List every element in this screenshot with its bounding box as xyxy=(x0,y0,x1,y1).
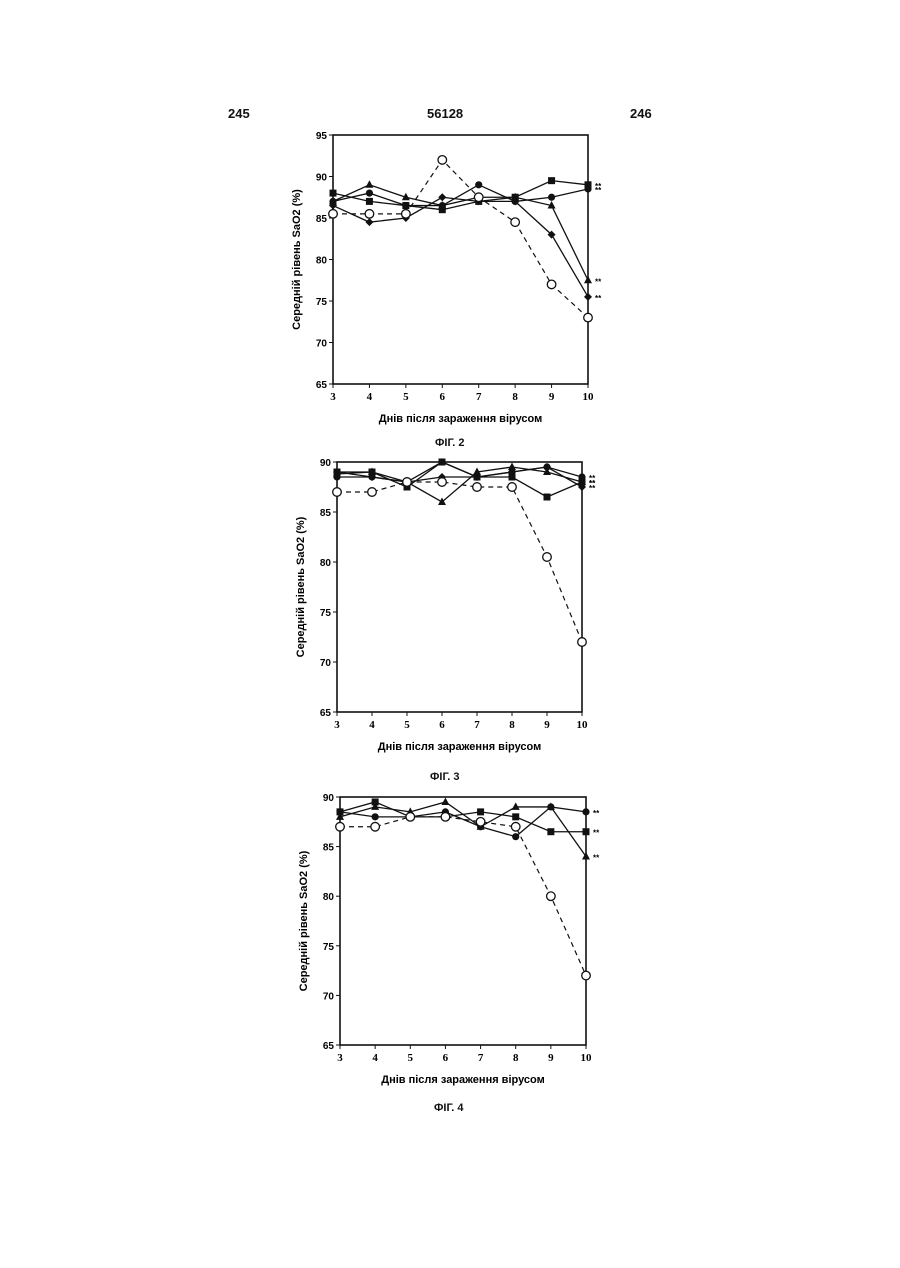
x-tick-label: 5 xyxy=(408,1052,414,1064)
x-tick-label: 7 xyxy=(478,1052,484,1064)
data-point xyxy=(477,808,484,815)
y-tick-label: 65 xyxy=(323,1041,335,1052)
significance-annotation: ** xyxy=(593,809,600,818)
significance-annotation: ** xyxy=(593,854,600,863)
data-point xyxy=(371,822,380,831)
data-point xyxy=(583,828,590,835)
data-point xyxy=(547,828,554,835)
data-point xyxy=(441,797,449,805)
x-tick-label: 8 xyxy=(513,1052,519,1064)
y-tick-label: 70 xyxy=(323,991,335,1002)
data-point xyxy=(336,822,345,831)
x-tick-label: 10 xyxy=(581,1052,593,1064)
data-point xyxy=(582,971,591,980)
data-point xyxy=(512,802,520,810)
data-point xyxy=(582,808,589,815)
data-point xyxy=(511,822,520,831)
y-tick-label: 75 xyxy=(323,942,335,953)
data-point xyxy=(476,818,485,827)
x-tick-label: 6 xyxy=(443,1052,449,1064)
x-tick-label: 3 xyxy=(337,1052,343,1064)
significance-annotation: ** xyxy=(593,829,600,838)
data-point xyxy=(406,813,415,822)
y-axis-label: Середній рівень SaO2 (%) xyxy=(298,850,310,991)
y-tick-label: 85 xyxy=(323,843,335,854)
data-point xyxy=(512,833,519,840)
data-point xyxy=(512,813,519,820)
x-tick-label: 4 xyxy=(372,1052,378,1064)
x-axis-label: Днів після зараження вірусом xyxy=(381,1074,545,1086)
x-tick-label: 9 xyxy=(548,1052,554,1064)
data-point xyxy=(547,892,556,901)
figure-4-chart: 65 70 75 80 85 90 3 4 5 6 7 8 9 10 Днів після зараженн… xyxy=(0,0,900,1100)
data-point xyxy=(372,813,379,820)
data-point xyxy=(441,813,450,822)
y-tick-label: 90 xyxy=(323,793,335,804)
y-tick-label: 80 xyxy=(323,892,335,903)
figure-4-caption: ФІГ. 4 xyxy=(434,1102,464,1114)
